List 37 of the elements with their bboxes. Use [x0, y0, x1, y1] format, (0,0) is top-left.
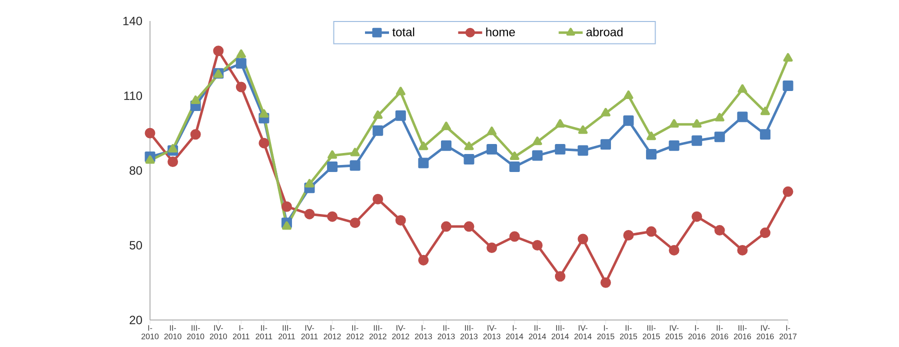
x-tick-label: III-2016	[734, 325, 751, 340]
legend-label: home	[486, 28, 515, 36]
x-tick-label: IV-2012	[392, 325, 410, 340]
x-tick-label: I-2015	[597, 325, 614, 340]
y-tick-label: 140	[123, 16, 142, 26]
x-tick-label: III-2014	[552, 325, 569, 340]
x-tick-label: I-2014	[506, 325, 524, 340]
x-tick-label: IV-2015	[666, 325, 683, 340]
x-tick-label: III-2012	[369, 325, 386, 340]
x-tick-label: III-2015	[642, 325, 660, 340]
x-tick-label: I-2012	[324, 325, 341, 340]
y-tick-label: 80	[130, 166, 142, 175]
x-tick-label: II-2010	[164, 325, 182, 340]
x-tick-label: I-2010	[142, 325, 159, 340]
y-tick-label: 20	[130, 316, 142, 324]
x-tick-label: II-2011	[256, 325, 272, 340]
x-tick-label: II-2016	[711, 325, 728, 340]
legend-label: total	[392, 28, 414, 36]
x-tick-label: IV-2010	[210, 325, 227, 340]
legend-label: abroad	[586, 28, 623, 36]
x-tick-label: III-2011	[278, 325, 295, 340]
y-tick-label: 50	[130, 240, 142, 250]
y-tick-label: 110	[124, 92, 142, 100]
x-tick-label: II-2014	[528, 325, 546, 340]
x-tick-label: IV-2011	[301, 325, 318, 340]
x-tick-label: I-2017	[780, 325, 796, 340]
x-tick-label: III-2013	[460, 325, 478, 340]
x-tick-label: II-2013	[438, 325, 455, 340]
x-tick-label: I-2016	[688, 325, 706, 340]
x-tick-label: IV-2016	[756, 325, 774, 340]
x-tick-label: IV-2014	[574, 325, 592, 340]
x-tick-label: I-2011	[232, 325, 250, 340]
x-tick-label: II-2012	[346, 325, 364, 340]
x-tick-label: IV-2013	[483, 325, 500, 340]
x-tick-label: I-2013	[414, 325, 432, 340]
x-tick-label: III-2010	[187, 325, 204, 340]
x-tick-label: II-2015	[620, 325, 638, 340]
